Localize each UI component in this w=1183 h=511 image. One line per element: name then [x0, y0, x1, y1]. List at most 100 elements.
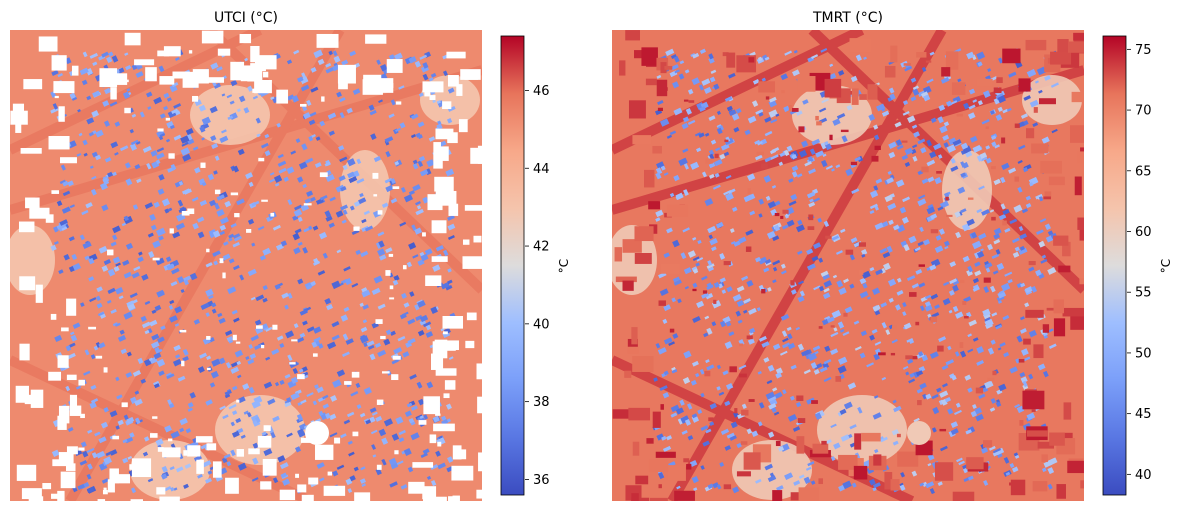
vegetation-pixel — [747, 173, 756, 182]
building — [896, 433, 901, 438]
vegetation-pixel — [169, 315, 178, 323]
vegetation-pixel — [767, 475, 777, 483]
building — [660, 263, 680, 274]
building — [301, 494, 314, 501]
vegetation-pixel — [359, 302, 364, 307]
building — [172, 71, 190, 79]
building — [422, 486, 437, 500]
vegetation-pixel — [377, 248, 386, 257]
building — [168, 153, 175, 159]
vegetation-pixel — [767, 200, 776, 209]
vegetation-pixel — [929, 151, 937, 159]
vegetation-pixel — [123, 414, 129, 421]
vegetation-pixel — [384, 136, 394, 143]
building — [996, 77, 1003, 84]
vegetation-pixel — [945, 359, 955, 366]
vegetation-pixel — [82, 139, 88, 146]
vegetation-pixel — [432, 415, 440, 423]
vegetation-pixel — [187, 138, 195, 145]
building — [353, 226, 360, 231]
vegetation-pixel — [82, 241, 92, 250]
vegetation-pixel — [1044, 75, 1051, 81]
vegetation-pixel — [134, 398, 143, 406]
vegetation-pixel — [247, 218, 255, 225]
vegetation-pixel — [248, 386, 255, 394]
building — [652, 145, 662, 154]
vegetation-pixel — [428, 77, 434, 82]
vegetation-pixel — [954, 409, 962, 416]
vegetation-pixel — [758, 402, 765, 409]
vegetation-pixel — [772, 387, 778, 392]
vegetation-pixel — [177, 199, 184, 207]
colorbar-tick-label: 50 — [1135, 346, 1152, 361]
vegetation-pixel — [153, 352, 162, 360]
vegetation-pixel — [344, 277, 352, 286]
tmrt-colorbar-label: °C — [1159, 259, 1173, 273]
colorbar-tick-label: 40 — [1135, 468, 1152, 483]
vegetation-pixel — [51, 449, 60, 458]
building — [987, 377, 995, 382]
building — [722, 52, 729, 57]
vegetation-pixel — [954, 351, 960, 357]
vegetation-pixel — [101, 265, 109, 272]
vegetation-pixel — [406, 402, 413, 408]
vegetation-pixel — [272, 224, 281, 231]
vegetation-pixel — [94, 431, 101, 437]
vegetation-pixel — [435, 450, 441, 457]
vegetation-pixel — [672, 239, 680, 248]
vegetation-pixel — [895, 179, 905, 188]
vegetation-pixel — [129, 128, 134, 134]
building — [159, 496, 180, 501]
vegetation-pixel — [789, 395, 795, 401]
building — [145, 67, 157, 82]
vegetation-pixel — [177, 375, 186, 382]
tmrt-heatmap — [612, 30, 1084, 501]
building — [1077, 217, 1084, 230]
vegetation-pixel — [815, 150, 825, 158]
vegetation-pixel — [678, 157, 688, 166]
vegetation-pixel — [192, 146, 199, 151]
vegetation-pixel — [300, 84, 310, 92]
vegetation-pixel — [112, 225, 121, 234]
building — [188, 50, 193, 54]
vegetation-pixel — [1000, 282, 1011, 292]
vegetation-pixel — [401, 292, 407, 299]
colorbar-tick-label: 45 — [1135, 407, 1152, 422]
vegetation-pixel — [976, 155, 983, 162]
vegetation-pixel — [125, 436, 134, 444]
building — [88, 326, 97, 330]
vegetation-pixel — [851, 482, 857, 488]
vegetation-pixel — [955, 402, 961, 408]
building — [389, 297, 395, 300]
vegetation-pixel — [446, 118, 453, 124]
vegetation-pixel — [189, 391, 196, 399]
vegetation-pixel — [275, 382, 280, 387]
vegetation-pixel — [703, 332, 709, 338]
vegetation-pixel — [1035, 269, 1042, 277]
building — [976, 78, 993, 87]
building — [790, 280, 795, 286]
building — [338, 83, 348, 90]
vegetation-pixel — [336, 249, 342, 254]
building — [704, 370, 711, 377]
vegetation-pixel — [825, 165, 833, 170]
vegetation-pixel — [349, 475, 356, 482]
vegetation-pixel — [227, 115, 234, 121]
vegetation-pixel — [213, 170, 218, 175]
vegetation-pixel — [95, 154, 102, 161]
vegetation-pixel — [152, 240, 161, 249]
vegetation-pixel — [686, 403, 693, 410]
building — [456, 84, 463, 96]
vegetation-pixel — [943, 121, 950, 127]
vegetation-pixel — [807, 352, 818, 362]
vegetation-pixel — [255, 294, 265, 302]
vegetation-pixel — [156, 227, 166, 237]
building — [723, 484, 732, 490]
vegetation-pixel — [249, 353, 257, 360]
vegetation-pixel — [1047, 467, 1055, 475]
vegetation-pixel — [861, 270, 871, 279]
building — [713, 299, 717, 304]
vegetation-pixel — [136, 178, 142, 184]
vegetation-pixel — [1018, 226, 1024, 232]
vegetation-pixel — [359, 478, 367, 484]
